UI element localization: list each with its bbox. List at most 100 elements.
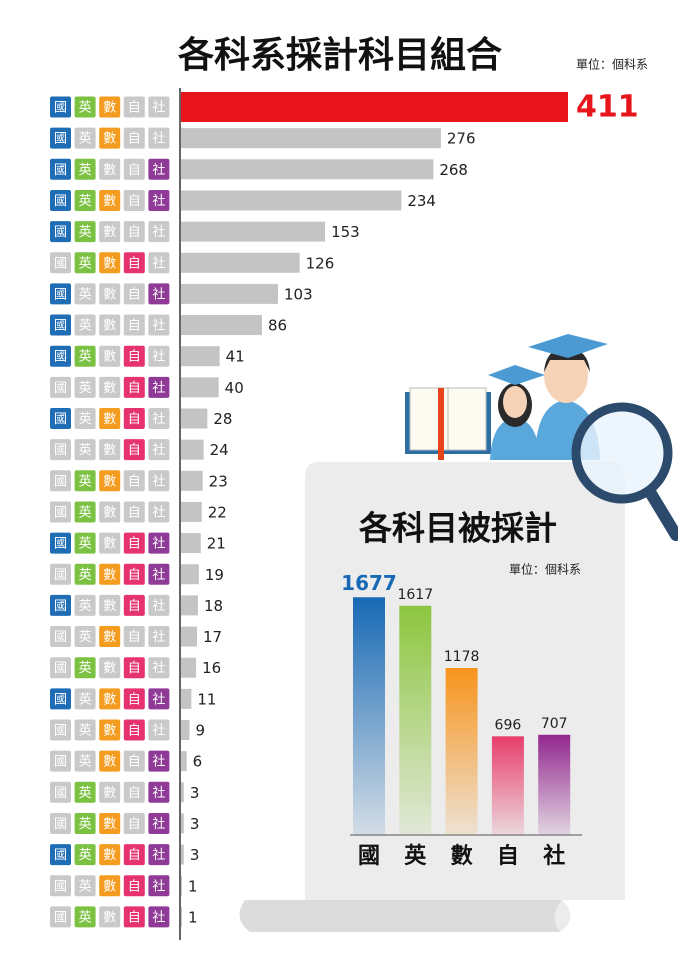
scroll-decoration	[239, 462, 625, 932]
subject-badge-label: 社	[152, 100, 165, 116]
bar	[181, 501, 202, 522]
subject-badge-label: 社	[152, 723, 165, 739]
subject-badge	[148, 189, 170, 211]
value-label: 411	[576, 90, 639, 125]
subject-badge-label: 數	[103, 630, 116, 645]
subject-badge-label: 數	[103, 786, 116, 801]
value-label: 103	[284, 285, 313, 303]
subject-badge-label: 社	[152, 629, 165, 645]
value-label: 3	[190, 846, 200, 864]
subject-badge	[123, 127, 145, 149]
subject-badge	[74, 594, 96, 616]
subject-badge	[123, 189, 145, 211]
subject-badge-label: 社	[152, 162, 165, 178]
subject-badge-label: 數	[103, 599, 116, 614]
subject-badge-label: 國	[54, 630, 67, 645]
subject-badge	[123, 252, 145, 274]
subject-badge-label: 自	[128, 412, 141, 427]
subject-badge-label: 自	[128, 786, 141, 801]
subject-badge	[74, 127, 96, 149]
value-label: 268	[439, 161, 468, 179]
subject-badge	[99, 844, 121, 866]
subject-badge-label: 英	[79, 287, 92, 302]
subject-badge	[99, 657, 121, 679]
subject-badge	[50, 719, 71, 741]
value-label: 18	[204, 597, 223, 615]
subject-badge-label: 自	[128, 381, 141, 396]
subject-badge-label: 社	[152, 598, 165, 614]
subject-badge	[148, 376, 170, 398]
subject-badge-label: 國	[54, 537, 67, 552]
subject-badge	[123, 501, 145, 523]
value-label: 1178	[444, 649, 480, 665]
subject-badge	[74, 532, 96, 554]
subject-badge-label: 數	[103, 879, 116, 894]
value-label: 23	[209, 472, 228, 490]
value-label: 1677	[341, 571, 397, 595]
subject-badge	[74, 408, 96, 429]
subject-badge	[123, 781, 145, 803]
subject-badge	[74, 96, 96, 118]
subject-badge	[148, 96, 170, 118]
subject-badge	[74, 626, 96, 648]
subject-badge	[148, 470, 170, 492]
subject-badge-label: 社	[152, 255, 165, 271]
subject-badge-label: 英	[79, 568, 92, 583]
subject-badge-label: 社	[152, 691, 165, 707]
subject-badge	[50, 470, 71, 492]
x-tick-label: 社	[543, 843, 565, 869]
x-tick-label: 數	[451, 844, 473, 869]
subject-badge	[50, 221, 71, 243]
subject-badge	[148, 657, 170, 679]
subject-badge-label: 國	[54, 101, 67, 116]
subject-badge	[50, 532, 71, 554]
subject-badge	[74, 158, 96, 180]
subject-badge-label: 國	[54, 568, 67, 583]
subject-badge-label: 自	[128, 848, 141, 863]
value-label: 28	[213, 410, 232, 428]
subject-badge	[148, 221, 170, 243]
subject-badge-label: 數	[103, 101, 116, 116]
subject-badge	[123, 719, 145, 741]
subject-badge	[148, 283, 170, 305]
subject-badge	[74, 719, 96, 741]
subject-badge	[50, 626, 71, 648]
subject-badge-label: 國	[54, 225, 67, 240]
subject-badge	[99, 221, 121, 243]
subject-badge-label: 數	[103, 661, 116, 676]
subject-badge-label: 自	[128, 692, 141, 707]
subject-badge-label: 數	[103, 163, 116, 178]
subject-badge	[99, 875, 121, 897]
subject-badge	[74, 657, 96, 679]
subject-badge	[99, 906, 121, 928]
subject-badge	[74, 750, 96, 772]
subject-badge	[50, 844, 71, 866]
subject-badge-label: 數	[103, 412, 116, 427]
subject-badge-label: 英	[79, 443, 92, 458]
subject-badge	[74, 221, 96, 243]
subject-badge-label: 英	[79, 724, 92, 739]
subject-badge	[123, 626, 145, 648]
subject-badge	[148, 439, 170, 461]
subject-badge-label: 國	[54, 661, 67, 676]
unit-label: 單位：個科系	[509, 562, 581, 577]
subject-badge-label: 社	[152, 536, 165, 552]
subject-badge-label: 國	[54, 412, 67, 427]
subject-badge	[123, 657, 145, 679]
subject-badge-label: 英	[79, 817, 92, 832]
subject-badge	[99, 470, 121, 492]
subject-badge-label: 數	[103, 194, 116, 209]
subject-badge	[50, 906, 71, 928]
subject-badge	[148, 501, 170, 523]
subject-badge-label: 社	[152, 785, 165, 801]
subject-badge	[74, 812, 96, 834]
bar	[181, 92, 568, 122]
bar	[181, 221, 326, 242]
subject-badge	[99, 252, 121, 274]
subject-badge	[50, 376, 71, 398]
subject-badge-label: 國	[54, 474, 67, 489]
subject-badge-label: 社	[152, 193, 165, 209]
subject-badge	[50, 657, 71, 679]
subject-badge	[99, 439, 121, 461]
subject-badge-label: 英	[79, 786, 92, 801]
